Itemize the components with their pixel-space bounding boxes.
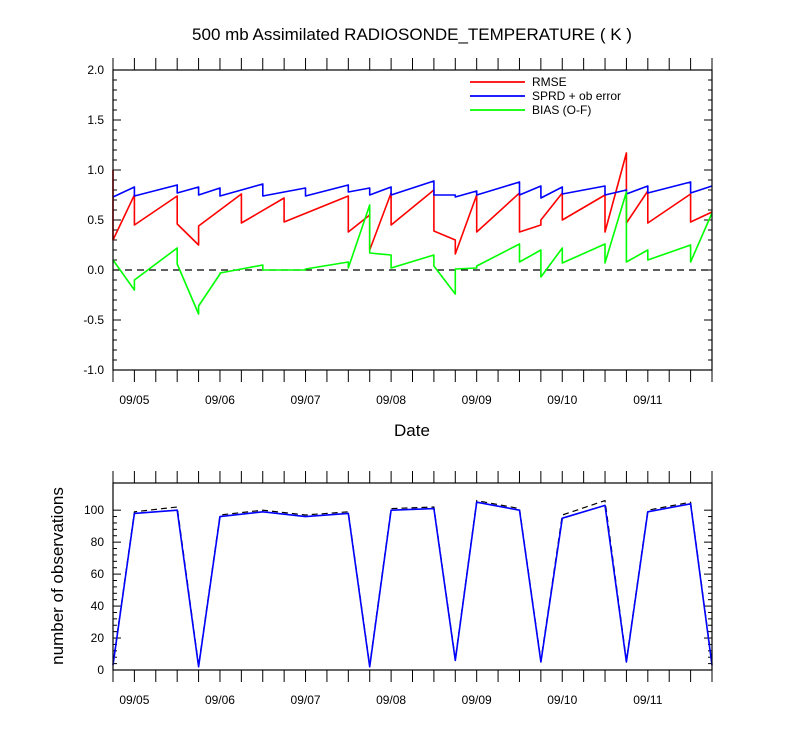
y-tick-label: 0.5 [87,213,104,227]
legend-label-sprd-ob-error: SPRD + ob error [532,89,621,103]
top-chart: 500 mb Assimilated RADIOSONDE_TEMPERATUR… [83,25,713,440]
bottom-plot-frame [112,482,713,671]
series-line-rmse [112,152,713,255]
y-tick-label: 0.0 [87,263,104,277]
bottom-ticks: 0 20 40 60 80 100 09/05 09/06 09/07 09/08 09/09 09/… [84,471,713,707]
x-tick-label: 09/10 [547,393,577,407]
y-tick-label: 2.0 [87,63,104,77]
x-axis-label: Date [394,421,430,440]
series-line-sprd-ob-error [112,180,713,199]
y-tick-label: 60 [91,567,105,581]
y-tick-label: 20 [91,631,105,645]
x-tick-label: 09/10 [547,693,577,707]
series-line-bias-o-f [112,191,713,315]
x-tick-label: 09/08 [376,693,406,707]
y-tick-label: -1.0 [83,363,104,377]
x-tick-label: 09/05 [119,393,149,407]
x-tick-label: 09/06 [205,693,235,707]
y-tick-label: 40 [91,599,105,613]
y-tick-label: 1.5 [87,113,104,127]
top-series [112,152,713,315]
x-tick-label: 09/05 [119,693,149,707]
x-tick-label: 09/09 [462,393,492,407]
legend-label-bias-o-f: BIAS (O-F) [532,103,591,117]
x-tick-label: 09/07 [291,393,321,407]
bottom-series [112,500,713,668]
y-tick-label: 80 [91,535,105,549]
y-tick-label: 1.0 [87,163,104,177]
y-tick-label: -0.5 [83,313,104,327]
x-tick-label: 09/11 [633,693,662,707]
x-tick-label: 09/11 [633,393,662,407]
chart-title: 500 mb Assimilated RADIOSONDE_TEMPERATUR… [192,25,632,44]
y-tick-label: 0 [97,663,104,677]
top-ticks: -1.0 -0.5 0.0 0.5 1.0 1.5 2.0 09/05 09/06 09/07 09… [83,58,713,407]
x-tick-label: 09/08 [376,393,406,407]
y-axis-label: number of observations [48,487,67,665]
bottom-chart: 0 20 40 60 80 100 09/05 09/06 09/07 09/08 09/09 09/… [48,471,713,707]
x-tick-label: 09/07 [291,693,321,707]
legend-label-rmse: RMSE [532,75,567,89]
series-line-used [112,501,713,668]
x-tick-label: 09/06 [205,393,235,407]
top-plot-frame [112,69,713,371]
x-tick-label: 09/09 [462,693,492,707]
y-tick-label: 100 [84,503,104,517]
